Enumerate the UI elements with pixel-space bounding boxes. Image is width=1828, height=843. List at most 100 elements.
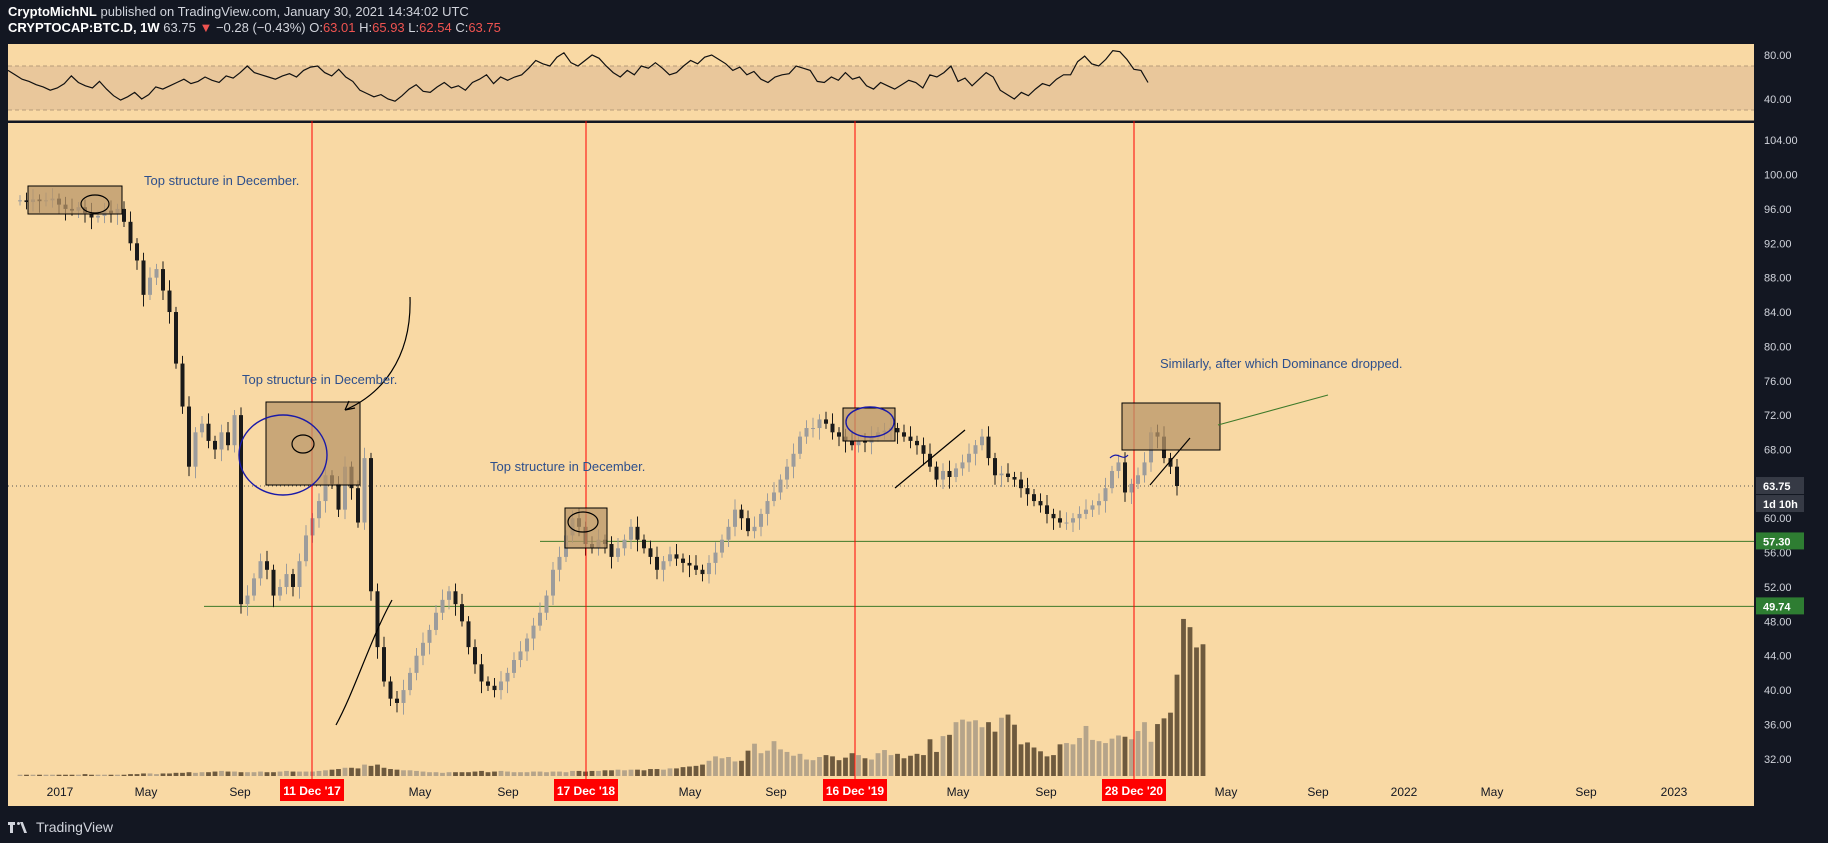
circle-highlight[interactable] xyxy=(80,194,110,214)
volume-bar xyxy=(817,757,822,776)
volume-bar xyxy=(212,771,218,776)
trend-arrow[interactable] xyxy=(894,429,966,489)
volume-bar xyxy=(1200,644,1206,776)
time-axis-label: May xyxy=(1481,785,1504,799)
candle-body xyxy=(967,453,971,463)
structure-box[interactable] xyxy=(1121,402,1221,451)
candle-body xyxy=(193,432,198,467)
price-axis-label: 80.00 xyxy=(1764,341,1792,353)
volume-bar xyxy=(544,772,549,776)
author-name[interactable]: CryptoMichNL xyxy=(8,4,97,19)
candle-body xyxy=(1110,470,1114,489)
date-marker-badge[interactable] xyxy=(823,779,887,801)
candle-body xyxy=(460,604,464,622)
volume-bar xyxy=(329,769,335,776)
candle-body xyxy=(1142,462,1147,476)
date-marker-badge[interactable] xyxy=(280,779,344,801)
volume-bar xyxy=(466,772,471,776)
volume-bar xyxy=(661,769,666,776)
annotation-top-structure-1[interactable]: Top structure in December. xyxy=(144,173,299,188)
volume-bar xyxy=(648,769,653,776)
volume-bar xyxy=(589,770,595,776)
candle-body xyxy=(622,539,627,549)
structure-box[interactable] xyxy=(842,407,896,442)
date-marker-badge[interactable] xyxy=(1102,779,1166,801)
volume-bar xyxy=(43,774,49,776)
date-marker-badge[interactable] xyxy=(554,779,618,801)
time-axis-label: May xyxy=(947,785,970,799)
volume-bar xyxy=(1051,755,1056,776)
volume-bar xyxy=(687,766,692,776)
volume-bar xyxy=(882,750,887,776)
circle-highlight[interactable] xyxy=(238,414,328,496)
candle-body xyxy=(1064,522,1069,524)
candle-body xyxy=(128,221,133,244)
high-value: 65.93 xyxy=(372,20,405,35)
volume-bar xyxy=(986,722,991,776)
arrow-head[interactable] xyxy=(344,400,356,411)
candle-body xyxy=(863,440,867,443)
volume-bar xyxy=(1057,744,1063,776)
volume-bar xyxy=(1070,744,1076,776)
candle-body xyxy=(1025,488,1030,495)
circle-highlight[interactable] xyxy=(291,434,315,454)
candle-body xyxy=(96,215,100,218)
candle-body xyxy=(278,586,282,596)
circle-highlight[interactable] xyxy=(845,406,895,438)
pointer-line[interactable] xyxy=(1217,394,1329,426)
volume-bar xyxy=(1161,718,1167,776)
candle-body xyxy=(785,466,789,480)
trend-arrow[interactable] xyxy=(1149,437,1191,486)
annotation-top-structure-2[interactable]: Top structure in December. xyxy=(242,372,397,387)
volume-bar xyxy=(1012,724,1017,776)
candle-body xyxy=(661,561,666,570)
volume-bar xyxy=(375,764,380,776)
volume-bar xyxy=(232,771,237,776)
candle-body xyxy=(1006,473,1010,477)
volume-bar xyxy=(771,741,777,776)
price-axis-label: 32.00 xyxy=(1764,754,1792,766)
volume-bar xyxy=(225,771,231,776)
annotation-dominance-dropped[interactable]: Similarly, after which Dominance dropped… xyxy=(1160,356,1403,371)
volume-bar xyxy=(1083,725,1089,776)
volume-bar xyxy=(960,719,965,776)
volume-bar xyxy=(472,771,478,776)
volume-bar xyxy=(641,770,647,776)
volume-bar xyxy=(245,772,250,776)
volume-bar xyxy=(108,774,114,776)
blue-scribble[interactable] xyxy=(1109,454,1129,459)
price-axis-label: 40.00 xyxy=(1764,685,1792,697)
tradingview-logo[interactable]: TradingView xyxy=(8,819,113,835)
volume-bar xyxy=(810,760,816,776)
arrow-curve[interactable] xyxy=(344,296,411,411)
volume-bar xyxy=(940,736,946,776)
volume-bar xyxy=(1109,738,1115,776)
volume-bar xyxy=(82,774,88,776)
high-label: H: xyxy=(359,20,373,35)
time-axis-label: 2017 xyxy=(47,785,74,799)
volume-bar xyxy=(979,727,985,776)
candle-body xyxy=(505,672,510,682)
price-change: −0.28 (−0.43%) xyxy=(215,20,306,35)
candle-body xyxy=(993,458,997,476)
candle-body xyxy=(791,453,796,467)
candle-body xyxy=(1168,458,1173,467)
volume-bar xyxy=(303,771,309,776)
candle-body xyxy=(830,423,835,433)
candle-body xyxy=(687,562,692,566)
circle-highlight[interactable] xyxy=(567,511,599,533)
annotation-top-structure-3[interactable]: Top structure in December. xyxy=(490,459,645,474)
recovery-arrow[interactable] xyxy=(335,599,393,726)
volume-bar xyxy=(219,770,224,776)
footer: TradingView xyxy=(0,813,1828,843)
volume-bar xyxy=(953,722,959,776)
price-badge-label: 63.75 xyxy=(1763,481,1791,493)
candle-body xyxy=(492,685,497,691)
candle-body xyxy=(122,208,126,222)
candle-body xyxy=(148,277,152,295)
volume-bar xyxy=(173,772,179,776)
volume-bar xyxy=(700,764,705,776)
volume-bar xyxy=(888,755,894,776)
volume-bar xyxy=(719,758,725,776)
